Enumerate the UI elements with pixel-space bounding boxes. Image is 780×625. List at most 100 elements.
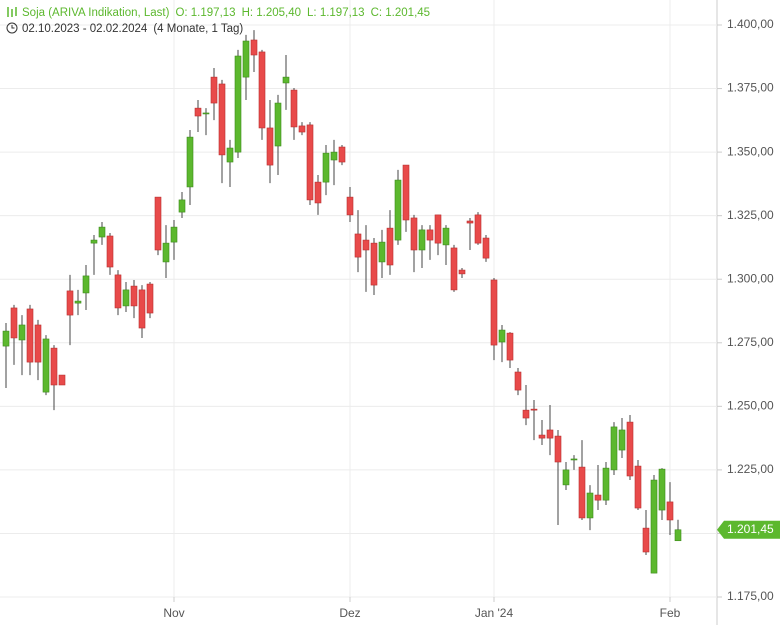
y-tick-label: 1.225,00 [727, 462, 774, 476]
candle-body [322, 152, 330, 183]
candle-body [594, 494, 602, 501]
candle-body [514, 371, 522, 391]
header-line: Soja (ARIVA Indikation, Last) O: 1.197,13… [6, 5, 436, 21]
candle-body [50, 347, 58, 386]
candle-body [114, 274, 122, 309]
candle-body [466, 220, 474, 224]
candle-body [578, 466, 586, 519]
period: (4 Monate, 1 Tag) [153, 23, 244, 35]
candle-body [130, 285, 138, 307]
candle-body [202, 112, 210, 115]
candle-body [170, 226, 178, 243]
candle-body [394, 179, 402, 241]
candle-body [266, 127, 274, 166]
candle-body [298, 125, 306, 133]
candle-body [282, 76, 290, 84]
candle-body [554, 435, 562, 463]
candle-body [410, 217, 418, 251]
candle-body [530, 408, 538, 411]
candle-body [362, 239, 370, 251]
candle-body [42, 338, 50, 393]
x-tick-label: Feb [660, 606, 681, 620]
candle-body [658, 468, 666, 511]
y-tick-label: 1.250,00 [727, 399, 774, 413]
y-tick-label: 1.325,00 [727, 208, 774, 222]
candle-body [634, 465, 642, 509]
candle-body [450, 247, 458, 291]
candle-body [650, 479, 658, 574]
close: C: 1.201,45 [370, 7, 431, 19]
candle-body [610, 426, 618, 471]
candle-body [66, 290, 74, 316]
last-price-label: 1.201,45 [727, 522, 774, 536]
candle-body [98, 226, 106, 238]
y-tick-label: 1.175,00 [727, 589, 774, 603]
candle-body [106, 235, 114, 268]
last-price-tag [717, 520, 780, 539]
candle-body [234, 55, 242, 153]
candle-body [314, 181, 322, 204]
candle-body [618, 429, 626, 451]
candle-body [482, 237, 490, 259]
candle-body [338, 146, 346, 163]
x-tick-label: Dez [339, 606, 360, 620]
y-tick-label: 1.300,00 [727, 271, 774, 285]
candle-body [346, 196, 354, 216]
candle-body [434, 214, 442, 244]
y-tick-label: 1.275,00 [727, 335, 774, 349]
low: L: 1.197,13 [307, 7, 365, 19]
y-tick-label: 1.350,00 [727, 144, 774, 158]
candle-body [666, 501, 674, 521]
candle-body [90, 239, 98, 244]
candle-body [138, 289, 146, 329]
candle-body [490, 279, 498, 346]
candle-body [210, 76, 218, 104]
candle-body [426, 229, 434, 241]
candle-body [242, 40, 250, 78]
candle-body [122, 289, 130, 307]
candle-body [506, 332, 514, 361]
candle-body [306, 124, 314, 201]
candle-body [274, 102, 282, 147]
candle-body [442, 227, 450, 246]
candle-body [546, 429, 554, 439]
candle-body [58, 374, 66, 386]
candle-body [146, 283, 154, 314]
candle-body [330, 151, 338, 161]
candle-body [178, 199, 186, 213]
high: H: 1.205,40 [241, 7, 302, 19]
candle-body [154, 196, 162, 251]
candle-body [82, 275, 90, 294]
candle-body [378, 241, 386, 263]
candle-body [354, 233, 362, 258]
candle-body [458, 269, 466, 275]
candle-body [570, 458, 578, 461]
candle-body [370, 242, 378, 286]
candle-body [2, 330, 10, 347]
candle-body [626, 421, 634, 477]
instrument-title: Soja (ARIVA Indikation, Last) [22, 7, 170, 19]
candle-body [602, 467, 610, 501]
candle-body [474, 214, 482, 244]
candle-body [386, 227, 394, 266]
x-tick-label: Nov [163, 606, 184, 620]
candle-body [186, 136, 194, 188]
candle-body [538, 434, 546, 439]
candle-body [418, 229, 426, 251]
candle-body [290, 89, 298, 128]
x-tick-label: Jan '24 [475, 606, 514, 620]
candle-body [250, 39, 258, 56]
candle-body [218, 83, 226, 156]
date-range: 02.10.2023 - 02.02.2024 [22, 23, 148, 35]
y-tick-label: 1.400,00 [727, 17, 774, 31]
open: O: 1.197,13 [175, 7, 236, 19]
y-tick-label: 1.375,00 [727, 81, 774, 95]
candle-body [562, 469, 570, 486]
candle-body [226, 147, 234, 163]
candle-body [642, 527, 650, 553]
candle-body [74, 300, 82, 304]
header-line: 02.10.2023 - 02.02.2024 (4 Monate, 1 Tag) [6, 21, 436, 37]
header: Soja (ARIVA Indikation, Last) O: 1.197,13… [6, 5, 436, 37]
candle-body [162, 242, 170, 263]
